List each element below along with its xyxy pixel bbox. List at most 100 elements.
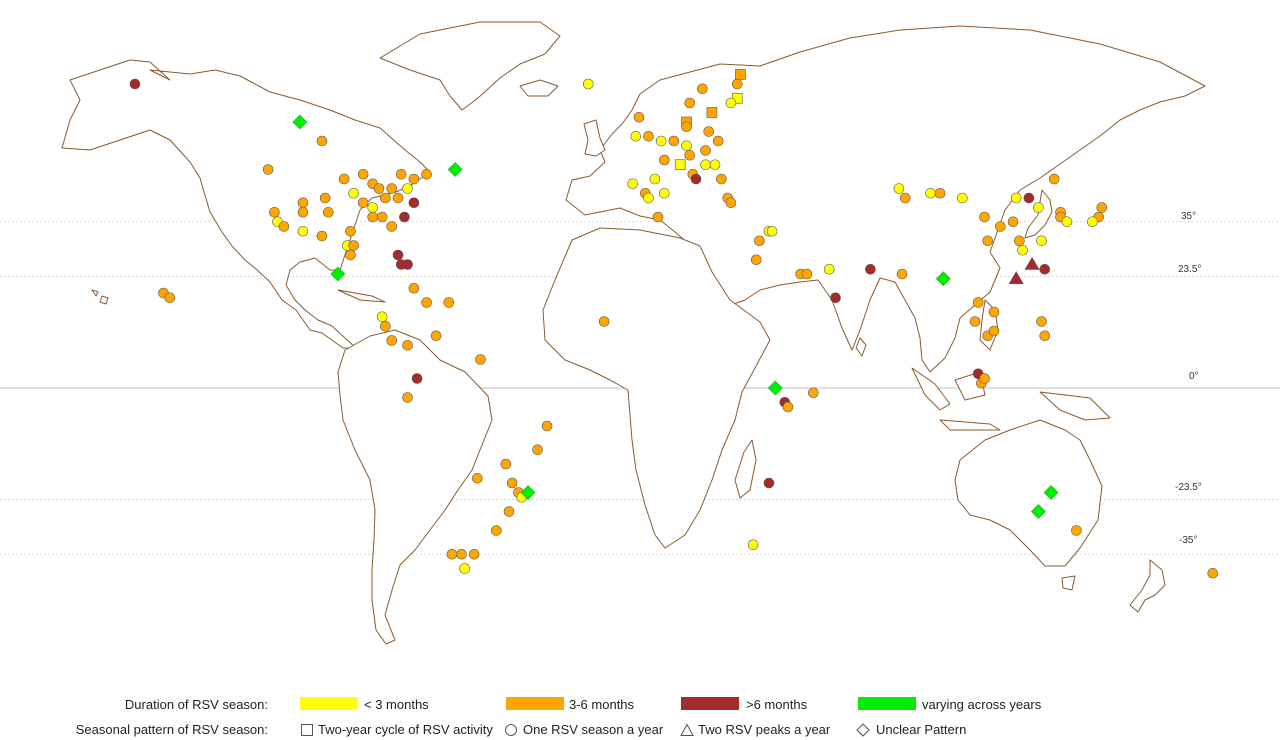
legend-duration-title: Duration of RSV season: — [124, 697, 268, 712]
site-marker-circle — [643, 130, 654, 142]
site-marker-circle — [446, 548, 458, 560]
site-marker-circle — [703, 126, 715, 137]
legend-pattern-row: Seasonal pattern of RSV season: Two-year… — [0, 720, 1280, 740]
site-marker-circle — [659, 154, 670, 166]
legend-duration-row: Duration of RSV season: < 3 months 3-6 m… — [0, 695, 1280, 715]
australia-outline — [954, 419, 1103, 567]
tasmania-outline — [1061, 575, 1076, 591]
site-marker-circle — [659, 187, 670, 199]
lat-label-35: 35° — [1181, 211, 1197, 222]
site-marker-circle — [801, 268, 813, 280]
site-marker-circle — [830, 292, 841, 304]
site-marker-circle — [386, 335, 398, 346]
site-marker-circle — [808, 387, 819, 399]
site-marker-circle — [319, 192, 331, 204]
lat-label-0: 0° — [1189, 371, 1199, 382]
site-marker-circle — [652, 211, 664, 223]
site-marker-circle — [297, 225, 309, 237]
site-marker-circle — [402, 259, 413, 270]
lat-label-minus-23-5: -23.5° — [1175, 482, 1202, 493]
site-marker-circle — [1014, 235, 1025, 247]
site-marker-circle — [459, 563, 470, 574]
site-marker-circle — [697, 83, 708, 95]
site-marker-diamond — [767, 380, 783, 396]
site-marker-circle — [408, 197, 420, 209]
site-marker-circle — [503, 506, 515, 517]
site-marker-circle — [468, 548, 480, 560]
site-marker-circle — [712, 135, 724, 147]
site-marker-circle — [541, 420, 553, 432]
legend-label-3-6: 3-6 months — [569, 697, 635, 712]
site-marker-circle — [982, 235, 993, 247]
legend-label-varying: varying across years — [922, 697, 1042, 712]
land-outlines — [61, 21, 1206, 645]
site-marker-circle — [443, 297, 455, 308]
site-marker-circle — [348, 187, 359, 199]
site-marker-circle — [408, 173, 420, 185]
site-marker-circle — [392, 192, 404, 204]
site-marker-circle — [456, 548, 467, 560]
site-marker-circle — [627, 178, 638, 190]
site-marker-diamond — [1043, 485, 1059, 500]
site-marker-circle — [402, 339, 413, 351]
square-outline-icon — [301, 724, 313, 736]
site-marker-triangle — [1024, 256, 1040, 270]
site-marker-circle — [316, 135, 328, 147]
site-marker-circle — [269, 206, 280, 218]
site-marker-circle — [893, 183, 905, 194]
site-marker-circle — [506, 477, 518, 489]
new-zealand-outline — [1129, 559, 1166, 613]
site-marker-circle — [731, 78, 743, 90]
site-marker-circle — [896, 268, 908, 280]
site-marker-circle — [475, 354, 486, 365]
circle-outline-icon — [505, 724, 517, 736]
site-marker-circle — [380, 192, 391, 204]
site-marker-circle — [1207, 567, 1219, 579]
site-marker-circle — [491, 525, 502, 536]
site-marker-circle — [402, 183, 413, 194]
site-marker-circle — [472, 472, 483, 484]
madagascar-outline — [734, 439, 757, 499]
site-marker-circle — [348, 240, 359, 251]
lat-label-23-5: 23.5° — [1178, 264, 1202, 275]
site-marker-circle — [357, 168, 369, 180]
site-marker-circle — [1007, 216, 1019, 228]
diamond-outline-icon — [856, 723, 870, 737]
site-marker-circle — [376, 211, 388, 223]
site-marker-circle — [1071, 525, 1082, 536]
site-marker-circle — [278, 221, 290, 232]
africa-outline — [542, 227, 771, 549]
site-marker-circle — [747, 539, 759, 551]
site-marker-circle — [386, 183, 398, 194]
south-america-outline — [337, 329, 493, 645]
lat-label-minus-35: -35° — [1179, 535, 1198, 546]
site-marker-circle — [725, 197, 737, 209]
site-marker-circle — [1048, 173, 1060, 185]
site-marker-circle — [430, 330, 442, 342]
site-marker-circle — [782, 401, 794, 413]
site-marker-circle — [373, 183, 385, 194]
site-marker-circle — [934, 187, 946, 199]
sri-lanka-outline — [855, 337, 867, 357]
site-marker-circle — [1086, 216, 1098, 228]
legend-label-gt6: >6 months — [746, 697, 808, 712]
indonesia-outline — [911, 367, 1111, 431]
site-marker-circle — [865, 263, 876, 275]
site-marker-circle — [988, 325, 1000, 337]
world-map — [0, 21, 1280, 645]
uk-outline — [583, 119, 606, 157]
site-marker-circle — [630, 130, 642, 142]
site-marker-circle — [395, 168, 407, 180]
site-marker-circle — [1033, 202, 1044, 213]
site-marker-circle — [297, 206, 309, 218]
site-marker-circle — [979, 373, 990, 384]
legend-label-lt3: < 3 months — [364, 697, 429, 712]
site-marker-circle — [925, 187, 936, 199]
site-marker-circle — [988, 306, 1000, 318]
triangle-outline-icon — [680, 723, 694, 736]
site-marker-circle — [367, 211, 379, 223]
site-marker-diamond — [520, 485, 536, 500]
site-marker-circle — [402, 392, 413, 403]
site-marker-circle — [763, 477, 775, 489]
site-marker-circle — [376, 311, 388, 323]
